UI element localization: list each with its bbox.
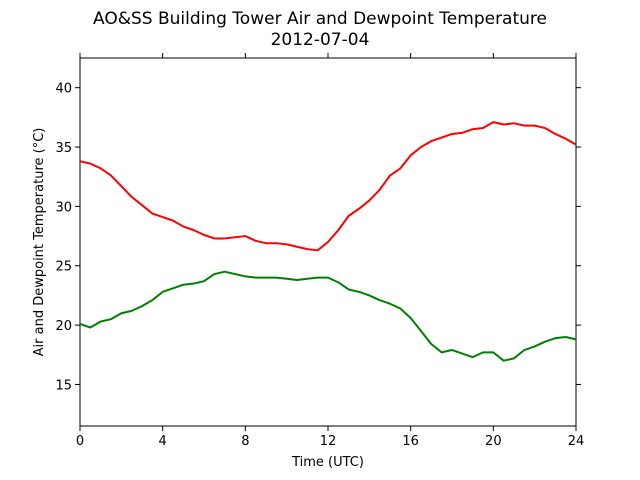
x-tick-label: 4 (159, 434, 167, 449)
x-tick-label: 24 (568, 434, 585, 449)
chart-title: AO&SS Building Tower Air and Dewpoint Te… (93, 9, 547, 29)
y-tick-label: 40 (55, 82, 72, 97)
x-tick-label: 12 (320, 434, 337, 449)
y-tick-label: 35 (55, 141, 72, 156)
x-tick-label: 16 (402, 434, 419, 449)
x-axis: 0 4 8 12 16 20 24 (76, 53, 584, 449)
y-tick-label: 30 (55, 200, 72, 215)
series-layer (79, 121, 577, 362)
x-tick-label: 20 (485, 434, 502, 449)
y-tick-label: 15 (55, 378, 72, 393)
plot-area: 0 4 8 12 16 20 24 15 20 25 30 35 40 (55, 53, 584, 449)
y-axis-label: Air and Dewpoint Temperature (°C) (32, 128, 47, 357)
series-line-1 (79, 121, 577, 252)
x-tick-label: 8 (241, 434, 249, 449)
x-axis-label: Time (UTC) (291, 455, 364, 470)
y-axis: 15 20 25 30 35 40 (55, 82, 581, 393)
y-tick-label: 25 (55, 260, 72, 275)
series-line-2 (79, 270, 577, 362)
x-tick-label: 0 (76, 434, 84, 449)
chart-subtitle: 2012-07-04 (271, 30, 370, 50)
y-tick-label: 20 (55, 319, 72, 334)
